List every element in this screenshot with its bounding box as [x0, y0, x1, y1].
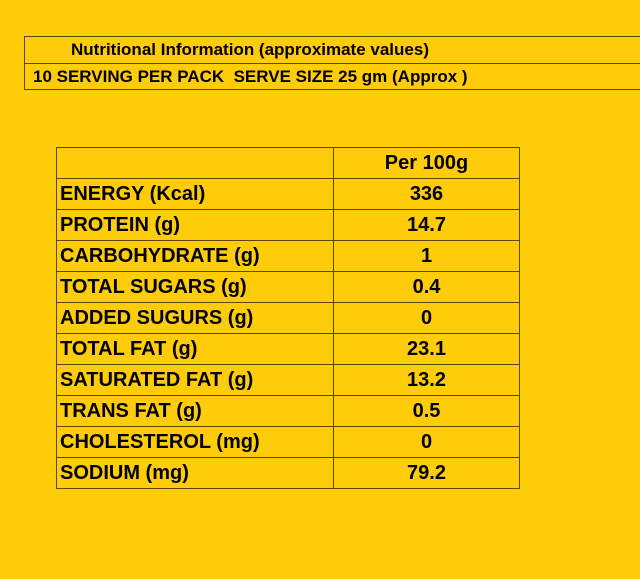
nutrient-value: 13.2	[333, 364, 520, 396]
nutrient-label: ENERGY (Kcal)	[56, 178, 334, 210]
nutrient-value: 336	[333, 178, 520, 210]
nutrient-value: 0.5	[333, 395, 520, 427]
nutrition-title: Nutritional Information (approximate val…	[71, 40, 429, 59]
header-label-cell	[56, 147, 334, 179]
table-row: CARBOHYDRATE (g) 1	[56, 240, 520, 272]
table-row: SODIUM (mg) 79.2	[56, 457, 520, 489]
nutrition-table: Per 100g ENERGY (Kcal) 336 PROTEIN (g) 1…	[56, 147, 520, 489]
nutrition-header: Nutritional Information (approximate val…	[24, 36, 640, 90]
table-row: CHOLESTEROL (mg) 0	[56, 426, 520, 458]
column-header: Per 100g	[333, 147, 520, 179]
nutrient-value: 1	[333, 240, 520, 272]
nutrient-label: CHOLESTEROL (mg)	[56, 426, 334, 458]
nutrient-label: TRANS FAT (g)	[56, 395, 334, 427]
nutrient-value: 79.2	[333, 457, 520, 489]
nutrient-label: CARBOHYDRATE (g)	[56, 240, 334, 272]
nutrient-label: ADDED SUGURS (g)	[56, 302, 334, 334]
table-row: TOTAL SUGARS (g) 0.4	[56, 271, 520, 303]
header-divider	[25, 63, 640, 64]
table-row: ENERGY (Kcal) 336	[56, 178, 520, 210]
nutrient-label: SATURATED FAT (g)	[56, 364, 334, 396]
nutrient-label: PROTEIN (g)	[56, 209, 334, 241]
serving-info: 10 SERVING PER PACK SERVE SIZE 25 gm (Ap…	[33, 67, 468, 86]
nutrient-value: 23.1	[333, 333, 520, 365]
nutrient-value: 0	[333, 302, 520, 334]
table-header-row: Per 100g	[56, 147, 520, 179]
nutrient-value: 14.7	[333, 209, 520, 241]
nutrient-value: 0	[333, 426, 520, 458]
nutrient-label: SODIUM (mg)	[56, 457, 334, 489]
table-row: PROTEIN (g) 14.7	[56, 209, 520, 241]
nutrient-value: 0.4	[333, 271, 520, 303]
table-row: TRANS FAT (g) 0.5	[56, 395, 520, 427]
nutrient-label: TOTAL SUGARS (g)	[56, 271, 334, 303]
nutrient-label: TOTAL FAT (g)	[56, 333, 334, 365]
table-row: ADDED SUGURS (g) 0	[56, 302, 520, 334]
table-row: SATURATED FAT (g) 13.2	[56, 364, 520, 396]
table-row: TOTAL FAT (g) 23.1	[56, 333, 520, 365]
